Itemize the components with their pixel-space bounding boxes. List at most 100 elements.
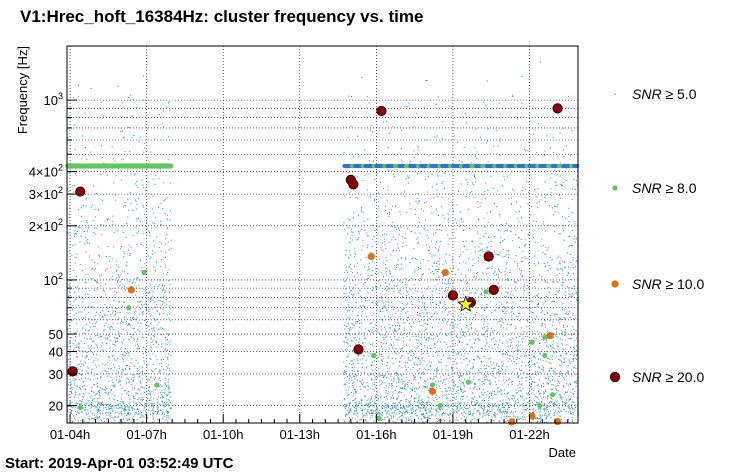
trigger-point [356, 339, 357, 341]
trigger-point [168, 333, 170, 335]
trigger-point [540, 417, 542, 419]
trigger-point [373, 374, 375, 376]
trigger-point [467, 370, 469, 372]
trigger-point [148, 308, 150, 310]
trigger-point [103, 330, 105, 332]
trigger-point [561, 332, 562, 334]
trigger-point [411, 258, 413, 260]
trigger-point [412, 375, 414, 377]
trigger-point [559, 375, 560, 377]
trigger-point [432, 254, 434, 256]
trigger-point [528, 400, 530, 402]
trigger-point [450, 237, 452, 239]
trigger-point [352, 272, 353, 274]
trigger-point [355, 392, 357, 394]
trigger-point [136, 217, 138, 219]
trigger-point [154, 270, 156, 272]
trigger-point [147, 363, 149, 365]
trigger-point [353, 294, 355, 296]
trigger-point [487, 189, 489, 191]
trigger-point [425, 386, 427, 388]
trigger-point [496, 372, 498, 374]
trigger-point [489, 380, 491, 382]
trigger-point [487, 330, 488, 332]
trigger-point [499, 351, 501, 353]
trigger-point [420, 276, 422, 278]
trigger-point [553, 408, 555, 410]
trigger-point [532, 235, 534, 237]
trigger-point [92, 302, 94, 304]
trigger-point [400, 148, 402, 150]
trigger-point [439, 258, 441, 259]
trigger-point [104, 388, 106, 390]
trigger-point [573, 346, 575, 348]
trigger-point [367, 278, 369, 280]
trigger-point [441, 348, 443, 350]
trigger-point [411, 358, 413, 360]
trigger-point [127, 391, 129, 393]
trigger-point [391, 301, 393, 303]
trigger-point [162, 289, 164, 291]
trigger-point [79, 399, 81, 401]
trigger-point [494, 367, 496, 369]
trigger-point [88, 359, 90, 360]
trigger-point [377, 408, 379, 410]
trigger-point [472, 182, 474, 184]
trigger-point [469, 371, 471, 373]
trigger-point [102, 310, 104, 312]
trigger-point [448, 287, 450, 289]
trigger-point [485, 371, 487, 372]
trigger-point [406, 384, 408, 385]
trigger-point [429, 250, 430, 252]
trigger-point [530, 378, 532, 380]
trigger-point [478, 296, 480, 298]
trigger-point [361, 366, 363, 368]
trigger-point [559, 373, 561, 375]
trigger-point [487, 371, 489, 373]
trigger-point [446, 405, 448, 407]
trigger-point [78, 349, 79, 351]
trigger-point [404, 259, 406, 261]
trigger-point [473, 174, 475, 176]
trigger-point [146, 127, 148, 129]
trigger-point [128, 323, 130, 325]
trigger-point [368, 342, 370, 344]
trigger-point [421, 353, 423, 355]
trigger-point [500, 409, 502, 411]
trigger-point [68, 233, 70, 235]
trigger-point [516, 347, 518, 349]
trigger-point [75, 411, 76, 413]
trigger-point [109, 408, 111, 409]
trigger-point [170, 320, 172, 322]
trigger-point [93, 406, 95, 408]
trigger-point [520, 390, 522, 391]
trigger-point [150, 299, 152, 300]
trigger-point [410, 278, 412, 280]
trigger-point [358, 419, 360, 421]
trigger-point [138, 141, 140, 143]
trigger-point [484, 336, 486, 338]
trigger-point [473, 317, 475, 318]
trigger-point [410, 360, 412, 362]
trigger-point [550, 401, 552, 403]
trigger-point [349, 418, 351, 420]
trigger-point [436, 418, 438, 420]
trigger-point [494, 236, 495, 238]
trigger-point [152, 335, 154, 337]
trigger-point [368, 331, 370, 332]
trigger-point [514, 234, 516, 236]
trigger-point [133, 327, 135, 329]
trigger-point [527, 191, 529, 193]
trigger-point [132, 334, 134, 336]
trigger-point [86, 230, 88, 232]
trigger-point [119, 332, 121, 334]
trigger-point [106, 174, 108, 176]
trigger-point [166, 319, 167, 320]
trigger-point [384, 288, 386, 290]
trigger-point [156, 304, 158, 305]
trigger-point [502, 399, 504, 401]
trigger-point [130, 362, 132, 364]
trigger-point [521, 257, 523, 259]
trigger-point [143, 75, 144, 77]
trigger-point [374, 286, 376, 288]
